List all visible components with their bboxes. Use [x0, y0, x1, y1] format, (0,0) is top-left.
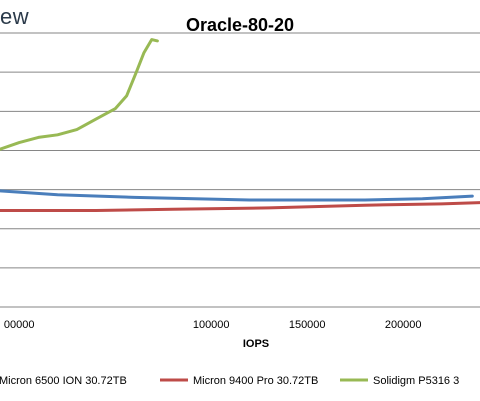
x-axis-title: IOPS — [243, 338, 269, 350]
legend-label-0: Micron 6500 ION 30.72TB — [0, 375, 127, 387]
x-tick-labels: 00000 100000 150000 200000 — [4, 319, 422, 331]
series-line-1 — [0, 201, 480, 212]
series-line-0 — [0, 189, 474, 202]
grid — [0, 32, 480, 269]
legend-label-1: Micron 9400 Pro 30.72TB — [193, 375, 318, 387]
series-lines — [0, 38, 480, 212]
chart-title: Oracle-80-20 — [186, 15, 294, 35]
legend-label-2: Solidigm P5316 3 — [373, 375, 459, 387]
x-tick-label-1: 100000 — [193, 319, 230, 331]
legend: Micron 6500 ION 30.72TB Micron 9400 Pro 3… — [0, 375, 459, 387]
x-tick-label-2: 150000 — [289, 319, 326, 331]
x-tick-label-0: 00000 — [4, 319, 35, 331]
x-tick-label-3: 200000 — [385, 319, 422, 331]
series-line-2 — [0, 38, 159, 151]
brand-logo-text: ew — [0, 4, 30, 29]
